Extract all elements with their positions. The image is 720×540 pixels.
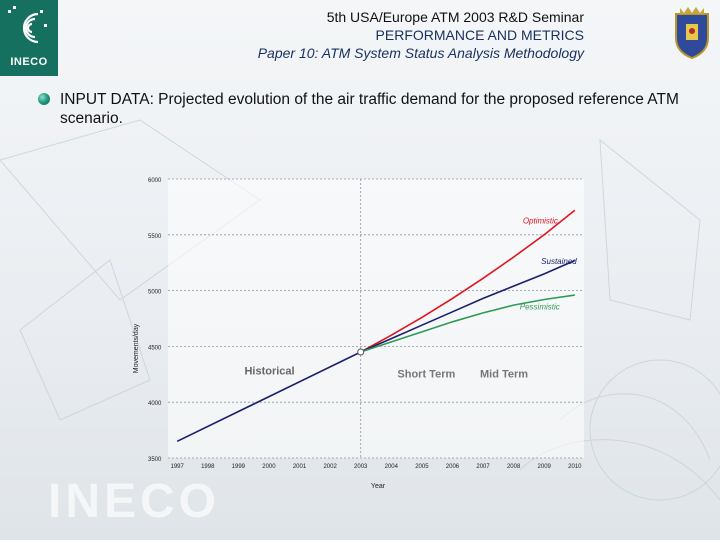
annotation-optimistic: Optimistic <box>523 217 558 226</box>
x-tick-label: 2004 <box>385 464 399 470</box>
seminar-title: 5th USA/Europe ATM 2003 R&D Seminar <box>326 9 584 25</box>
x-tick-label: 2005 <box>415 464 429 470</box>
y-tick-label: 5000 <box>148 290 162 296</box>
series-line-sustained <box>360 259 576 353</box>
annotation-sustained: Sustained <box>541 257 577 266</box>
x-tick-label: 1999 <box>232 464 246 470</box>
slide-header: INECO 5th USA/Europe ATM 2003 R&D Semina… <box>0 0 720 78</box>
bullet-icon <box>38 93 50 105</box>
logo-text: INECO <box>10 56 48 68</box>
university-crest-icon <box>675 7 709 60</box>
x-tick-label: 2008 <box>507 464 521 470</box>
x-tick-label: 2010 <box>568 464 582 470</box>
annotation-pessimistic: Pessimistic <box>520 303 560 312</box>
y-axis-label: Movements/day <box>133 323 140 373</box>
series-line-pessimistic <box>360 294 575 353</box>
series-line-optimistic <box>360 209 576 353</box>
y-tick-label: 5500 <box>148 234 162 240</box>
x-axis-label: Year <box>371 483 386 490</box>
x-tick-label: 2009 <box>538 464 552 470</box>
x-tick-label: 2002 <box>323 464 337 470</box>
x-tick-label: 2007 <box>476 464 490 470</box>
annotation-historical: Historical <box>244 365 294 377</box>
transition-point-marker <box>357 348 365 356</box>
series-line-historical <box>176 351 362 443</box>
ineco-logo: INECO <box>0 0 58 76</box>
x-tick-label: 1998 <box>201 464 215 470</box>
header-titles: 5th USA/Europe ATM 2003 R&D Seminar PERF… <box>258 8 584 62</box>
annotation-short-term: Short Term <box>397 369 455 381</box>
x-tick-label: 2006 <box>446 464 460 470</box>
x-tick-label: 1997 <box>170 464 184 470</box>
ineco-watermark: INECO <box>48 475 221 528</box>
annotation-mid-term: Mid Term <box>480 369 528 381</box>
x-tick-label: 2001 <box>293 464 307 470</box>
y-tick-label: 4500 <box>148 345 162 351</box>
x-tick-label: 2000 <box>262 464 276 470</box>
logo-mark-icon <box>8 6 47 44</box>
y-tick-label: 3500 <box>148 457 162 463</box>
y-tick-label: 4000 <box>148 401 162 407</box>
x-tick-label: 2003 <box>354 464 368 470</box>
slide-body-text: INPUT DATA: Projected evolution of the a… <box>60 91 679 127</box>
y-tick-label: 6000 <box>148 178 162 184</box>
section-title: PERFORMANCE AND METRICS <box>375 27 584 43</box>
paper-title: Paper 10: ATM System Status Analysis Met… <box>257 45 584 61</box>
